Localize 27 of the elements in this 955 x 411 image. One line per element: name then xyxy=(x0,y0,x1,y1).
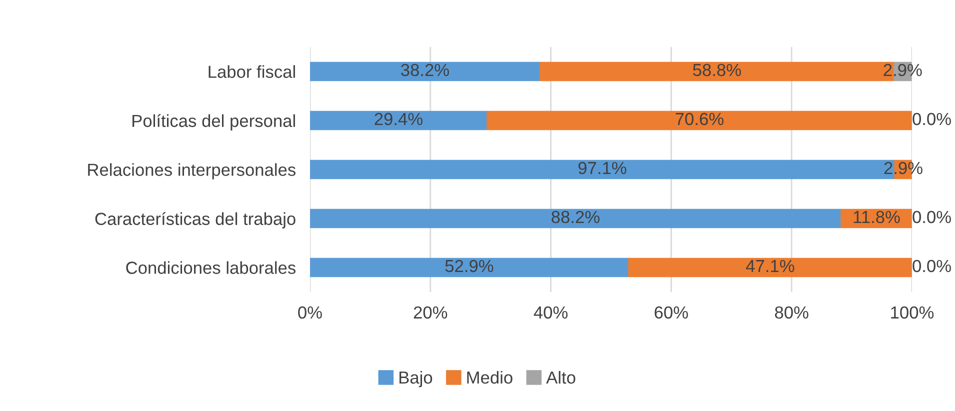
data-label: 47.1% xyxy=(746,260,794,272)
x-tick-label: 20% xyxy=(414,306,448,319)
x-tick-label: 0% xyxy=(298,306,322,319)
x-tick-label: 60% xyxy=(654,306,688,319)
data-label: 88.2% xyxy=(552,210,600,224)
legend-label: Bajo xyxy=(400,370,432,388)
y-tick-label: Labor fiscal xyxy=(208,65,295,78)
y-tick-label: Relaciones interpersonales xyxy=(88,163,296,180)
y-tick-label: Características del trabajo xyxy=(95,212,296,228)
legend-label: Medio xyxy=(467,370,512,384)
data-label: 70.6% xyxy=(676,112,724,126)
y-tick-label: Condiciones laborales xyxy=(126,261,296,274)
data-label: 29.4% xyxy=(374,112,422,126)
x-tick-label: 80% xyxy=(774,306,808,319)
y-tick-label: Políticas del personal xyxy=(132,114,295,130)
data-label: 11.8% xyxy=(854,210,900,224)
data-label: 0.0% xyxy=(912,260,951,272)
data-label: 38.2% xyxy=(401,64,449,76)
x-tick-label: 40% xyxy=(534,306,568,319)
data-label: 58.8% xyxy=(693,64,741,76)
legend-label: Alto xyxy=(546,370,576,384)
data-label: 52.9% xyxy=(445,260,494,272)
data-label: 0.0% xyxy=(912,112,951,126)
data-label: 2.9% xyxy=(884,162,922,174)
data-label: 0.0% xyxy=(912,210,951,224)
data-label: 97.1% xyxy=(578,162,626,174)
x-tick-label: 100% xyxy=(891,306,934,319)
